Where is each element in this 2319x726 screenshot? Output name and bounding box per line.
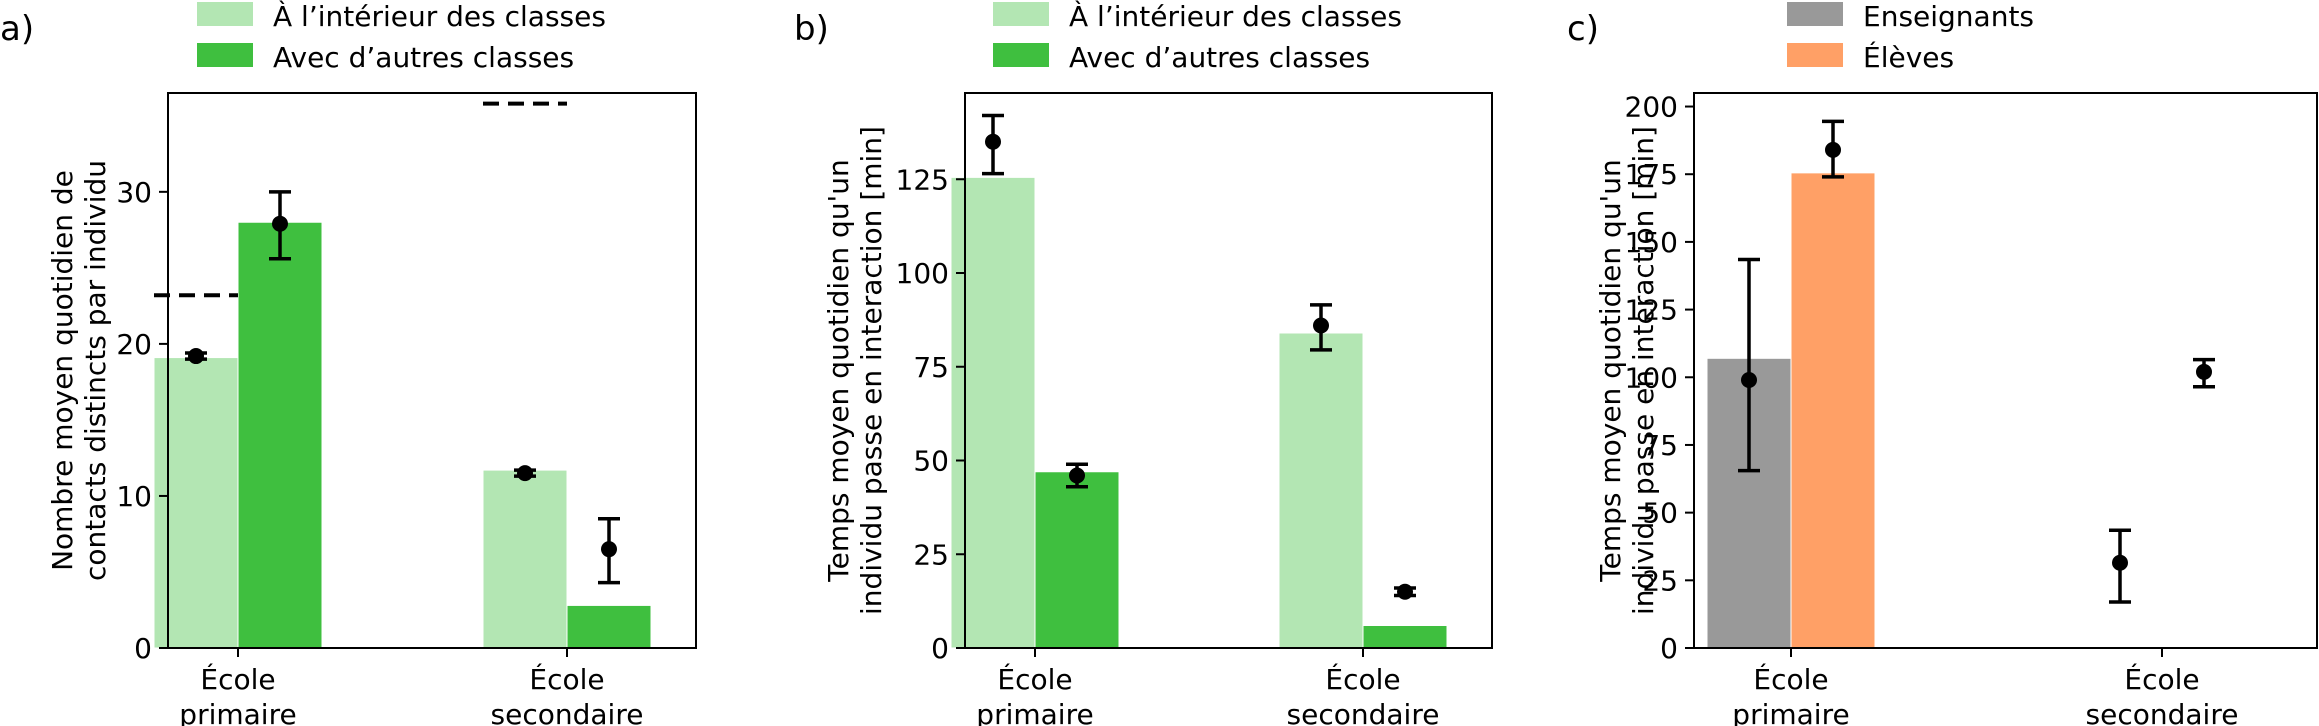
y-tick-label: 25 [913, 538, 949, 571]
legend-label: Avec d’autres classes [273, 41, 574, 74]
bar [237, 221, 323, 649]
y-tick-label: 125 [896, 163, 949, 196]
bar [1362, 625, 1448, 649]
data-point [1741, 371, 1757, 388]
bar [1278, 332, 1364, 649]
y-tick-label: 75 [913, 351, 949, 384]
data-point [985, 133, 1001, 150]
legend-label: À l’intérieur des classes [273, 0, 606, 33]
panel-label: c) [1567, 9, 1599, 49]
y-tick-label: 20 [116, 328, 152, 361]
legend-swatch [197, 43, 253, 67]
bar [482, 469, 568, 649]
bar [153, 357, 239, 649]
y-tick-label: 0 [931, 632, 949, 665]
y-axis-label: Temps moyen quotidien qu'unindividu pass… [1594, 126, 1660, 615]
y-tick-label: 150 [1625, 226, 1678, 259]
axes-frame [1693, 92, 2318, 649]
y-tick-label: 50 [1642, 497, 1678, 530]
bar [950, 176, 1036, 649]
data-point [1825, 141, 1841, 158]
legend-swatch [1787, 43, 1843, 67]
chart-panel-b: b) À l’intérieur des classes Avec d’autres… [794, 0, 1493, 726]
legend-label: Avec d’autres classes [1069, 41, 1370, 74]
data-point [1313, 317, 1329, 334]
axes-frame [964, 92, 1493, 649]
data-point [188, 348, 204, 365]
y-axis-label: Temps moyen quotidien qu'unindividu pass… [822, 126, 888, 615]
legend-label: Élèves [1863, 40, 1954, 74]
x-tick-label: École secondaire [491, 662, 644, 726]
legend-swatch [993, 43, 1049, 67]
y-tick-label: 50 [913, 445, 949, 478]
y-tick-label: 100 [896, 257, 949, 290]
data-point [272, 215, 288, 232]
y-tick-label: 30 [116, 176, 152, 209]
y-tick-label: 125 [1625, 294, 1678, 327]
chart-panel-a: a) À l’intérieur des classes Avec d’autres… [0, 0, 697, 726]
data-point [2196, 363, 2212, 380]
legend-swatch [1787, 2, 1843, 26]
legend-label: Enseignants [1863, 0, 2034, 33]
panel-label: a) [0, 9, 34, 49]
x-tick-label: École secondaire [2086, 662, 2239, 726]
x-tick-label: École primaire [1732, 662, 1849, 726]
y-tick-label: 0 [1660, 632, 1678, 665]
y-tick-label: 175 [1625, 158, 1678, 191]
x-tick-label: École primaire [976, 662, 1093, 726]
legend-swatch [993, 2, 1049, 26]
data-point [601, 541, 617, 558]
data-point [517, 465, 533, 482]
legend-label: À l’intérieur des classes [1069, 0, 1402, 33]
x-tick-label: École secondaire [1287, 662, 1440, 726]
axes-frame [167, 92, 697, 649]
y-tick-label: 10 [116, 480, 152, 513]
data-point [2112, 554, 2128, 571]
data-point [1397, 583, 1413, 600]
y-axis-label: Nombre moyen quotidien decontacts distin… [46, 160, 112, 581]
panel-label: b) [794, 9, 829, 49]
y-tick-label: 100 [1625, 361, 1678, 394]
y-tick-label: 75 [1642, 429, 1678, 462]
data-point [1069, 467, 1085, 484]
bar [1034, 471, 1120, 649]
x-tick-label: École primaire [179, 662, 296, 726]
bar [1790, 172, 1876, 649]
y-tick-label: 200 [1625, 91, 1678, 124]
bar [566, 604, 652, 649]
legend-swatch [197, 2, 253, 26]
y-tick-label: 25 [1642, 564, 1678, 597]
y-tick-label: 0 [134, 632, 152, 665]
chart-panel-c: c) Enseignants Élèves 0 25 50 75 100 125 150 175 20… [1567, 0, 2318, 726]
